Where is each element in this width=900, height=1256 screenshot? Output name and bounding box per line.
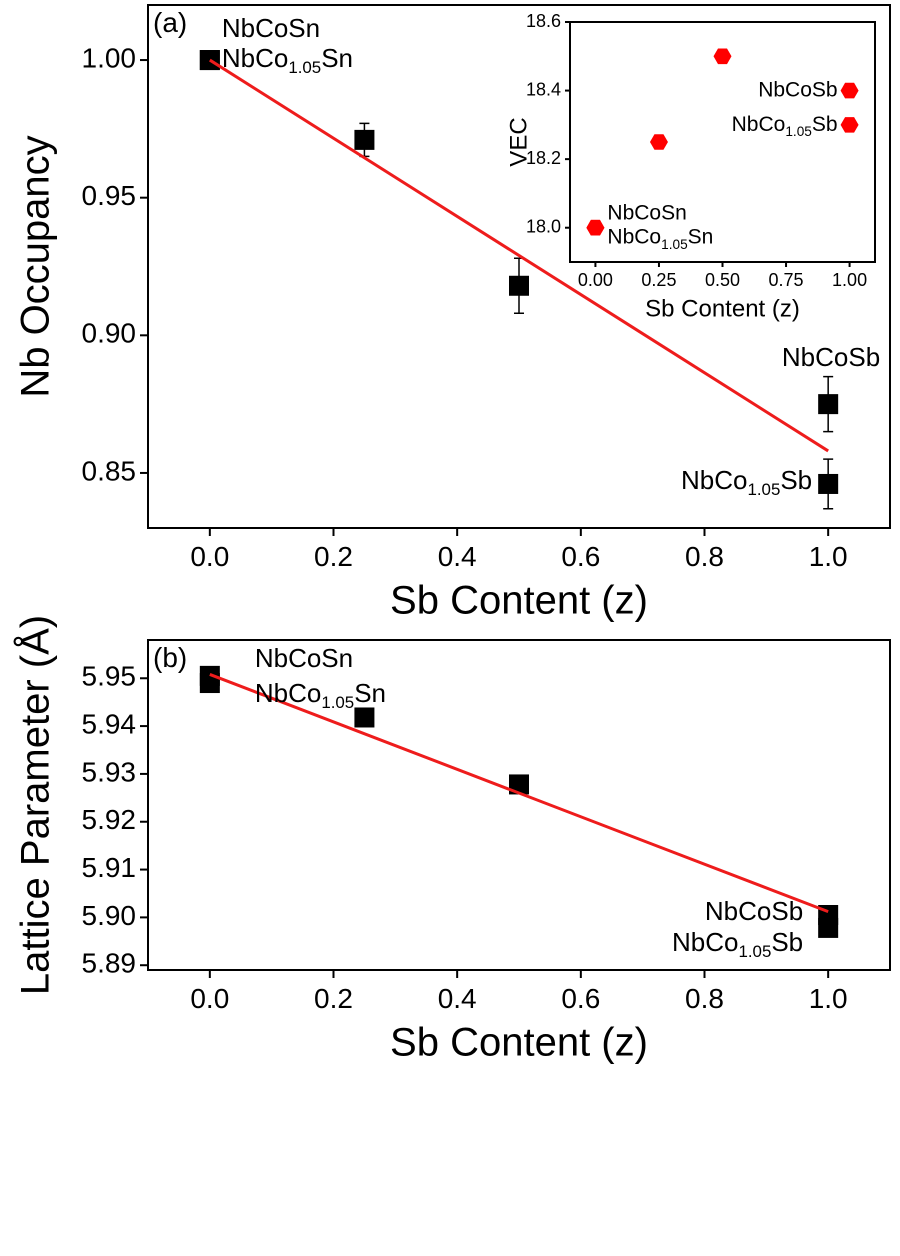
panel-label: (a) xyxy=(153,7,187,38)
point-label: NbCo1.05Sb xyxy=(732,112,838,138)
x-tick-label: 0.2 xyxy=(314,541,353,572)
data-point xyxy=(509,774,529,795)
y-tick-label: 0.90 xyxy=(82,318,137,349)
data-point xyxy=(586,219,605,236)
x-tick-label: 0.4 xyxy=(438,983,477,1014)
y-tick-label: 18.0 xyxy=(526,216,561,236)
x-tick-label: 0.25 xyxy=(641,270,676,290)
point-label: NbCoSb xyxy=(758,78,837,101)
x-tick-label: 0.50 xyxy=(705,270,740,290)
y-tick-label: 5.90 xyxy=(82,900,137,931)
x-tick-label: 1.0 xyxy=(809,983,848,1014)
label-text: NbCo xyxy=(222,43,288,73)
y-tick-label: 5.89 xyxy=(82,948,137,979)
y-tick-label: 5.93 xyxy=(82,756,137,787)
data-point xyxy=(649,134,668,150)
label-subscript: 1.05 xyxy=(288,59,321,78)
data-point xyxy=(354,129,375,150)
label-text: Sn xyxy=(688,225,714,248)
label-subscript: 1.05 xyxy=(661,237,688,252)
label-text: Sb xyxy=(812,112,838,135)
x-tick-label: 0.0 xyxy=(190,983,229,1014)
label-text: Sn xyxy=(321,43,353,73)
y-tick-label: 18.4 xyxy=(526,79,561,99)
data-point xyxy=(199,50,220,71)
label-text: NbCo xyxy=(255,678,321,708)
x-axis-label: Sb Content (z) xyxy=(390,579,648,623)
label-text: NbCoSb xyxy=(758,78,837,101)
label-text: NbCoSn xyxy=(222,13,320,43)
label-text: NbCo xyxy=(681,465,747,495)
label-text: NbCoSn xyxy=(255,643,353,673)
label-text: Sn xyxy=(354,678,386,708)
x-tick-label: 1.0 xyxy=(809,541,848,572)
point-label: NbCoSb xyxy=(705,896,803,926)
x-tick-label: 0.6 xyxy=(561,983,600,1014)
x-axis-label: Sb Content (z) xyxy=(645,295,800,322)
x-tick-label: 0.2 xyxy=(314,983,353,1014)
x-tick-label: 0.00 xyxy=(578,270,613,290)
data-point xyxy=(354,707,375,728)
x-tick-label: 1.00 xyxy=(832,270,867,290)
label-text: NbCoSb xyxy=(782,342,880,372)
fit-line xyxy=(209,58,829,453)
label-text: Sb xyxy=(771,927,803,957)
y-tick-label: 18.6 xyxy=(526,11,561,31)
plot-frame xyxy=(147,639,891,971)
label-subscript: 1.05 xyxy=(785,124,812,139)
data-point xyxy=(840,82,859,99)
data-point xyxy=(840,117,859,133)
point-label: NbCo1.05Sn xyxy=(222,43,353,78)
point-label: NbCoSn xyxy=(222,13,320,43)
point-label: NbCo1.05Sb xyxy=(672,927,803,962)
data-point xyxy=(818,473,839,494)
y-tick-label: 5.91 xyxy=(82,852,137,883)
point-label: NbCo1.05Sn xyxy=(255,678,386,713)
x-axis-label: Sb Content (z) xyxy=(390,1021,648,1065)
data-point xyxy=(818,917,839,938)
x-tick-label: 0.6 xyxy=(561,541,600,572)
y-tick-label: 1.00 xyxy=(82,42,137,73)
point-label: NbCo1.05Sn xyxy=(607,225,713,251)
x-tick-label: 0.4 xyxy=(438,541,477,572)
label-subscript: 1.05 xyxy=(321,694,354,713)
data-point xyxy=(818,394,839,415)
y-tick-label: 18.2 xyxy=(526,148,561,168)
label-subscript: 1.05 xyxy=(747,481,780,500)
x-tick-label: 0.0 xyxy=(190,541,229,572)
x-tick-label: 0.75 xyxy=(769,270,804,290)
point-label: NbCoSn xyxy=(255,643,353,673)
data-point xyxy=(199,673,220,694)
data-point xyxy=(713,48,732,65)
y-tick-label: 5.94 xyxy=(82,708,137,739)
y-axis-label: VEC xyxy=(505,117,532,166)
label-text: NbCoSb xyxy=(705,896,803,926)
label-text: NbCo xyxy=(732,112,786,135)
label-text: Sb xyxy=(780,465,812,495)
fit-line xyxy=(209,673,829,914)
y-tick-label: 0.85 xyxy=(82,455,137,486)
label-subscript: 1.05 xyxy=(738,942,771,961)
x-tick-label: 0.8 xyxy=(685,541,724,572)
data-point xyxy=(509,275,529,296)
panel-label: (b) xyxy=(153,642,187,673)
y-tick-label: 5.92 xyxy=(82,804,137,835)
y-axis-label: Lattice Parameter (Å) xyxy=(13,615,58,995)
y-tick-label: 0.95 xyxy=(82,180,137,211)
point-label: NbCo1.05Sb xyxy=(681,465,812,500)
y-axis-label: Nb Occupancy xyxy=(14,135,58,397)
label-text: NbCo xyxy=(672,927,738,957)
point-label: NbCoSn xyxy=(607,201,686,224)
x-tick-label: 0.8 xyxy=(685,983,724,1014)
point-label: NbCoSb xyxy=(782,342,880,372)
label-text: NbCo xyxy=(607,225,661,248)
label-text: NbCoSn xyxy=(607,201,686,224)
y-tick-label: 5.95 xyxy=(82,661,137,692)
